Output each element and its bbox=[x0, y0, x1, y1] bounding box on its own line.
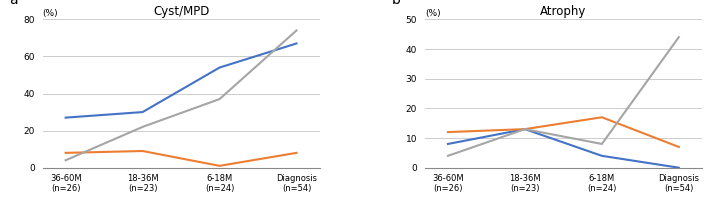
Text: (%): (%) bbox=[43, 9, 58, 18]
Title: Atrophy: Atrophy bbox=[540, 5, 586, 18]
Title: Cyst/MPD: Cyst/MPD bbox=[153, 5, 209, 18]
Text: b: b bbox=[391, 0, 401, 8]
Text: a: a bbox=[9, 0, 18, 8]
Text: (%): (%) bbox=[425, 9, 440, 18]
